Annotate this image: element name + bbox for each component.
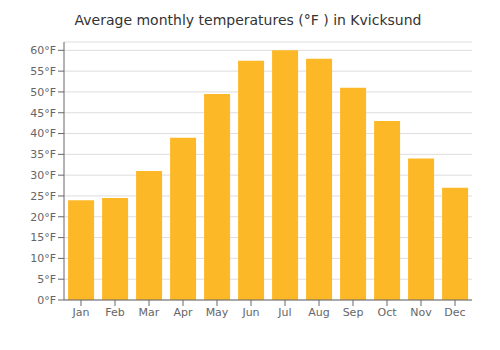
svg-text:Aug: Aug [308,306,329,319]
svg-text:Sep: Sep [343,306,364,319]
svg-text:Mar: Mar [139,306,160,319]
svg-text:40°F: 40°F [30,127,56,140]
svg-text:50°F: 50°F [30,86,56,99]
svg-text:20°F: 20°F [30,211,56,224]
svg-text:May: May [206,306,229,319]
svg-text:Jul: Jul [277,306,291,319]
svg-text:60°F: 60°F [30,44,56,57]
svg-text:35°F: 35°F [30,148,56,161]
html-text:Average monthly temperatures (: Average monthly temperatures (°F ) in Kv… [74,12,422,28]
svg-text:10°F: 10°F [30,252,56,265]
svg-text:Apr: Apr [173,306,193,319]
svg-text:Jun: Jun [241,306,259,319]
svg-text:Dec: Dec [444,306,465,319]
svg-text:45°F: 45°F [30,107,56,120]
svg-text:Jan: Jan [72,306,90,319]
svg-text:Nov: Nov [410,306,432,319]
svg-text:5°F: 5°F [37,273,56,286]
svg-text:15°F: 15°F [30,231,56,244]
svg-text:25°F: 25°F [30,190,56,203]
svg-text:55°F: 55°F [30,65,56,78]
svg-text:30°F: 30°F [30,169,56,182]
svg-text:Oct: Oct [377,306,397,319]
svg-text:Feb: Feb [105,306,124,319]
svg-text:0°F: 0°F [37,294,56,307]
